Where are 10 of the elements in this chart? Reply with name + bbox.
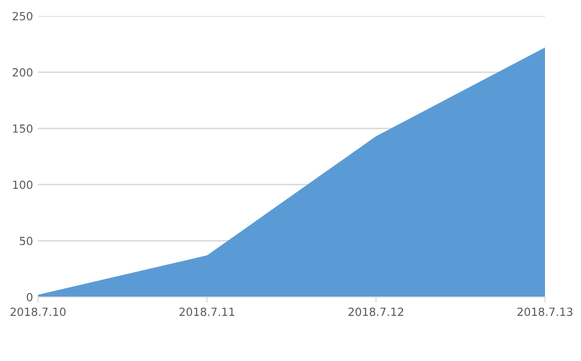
- x-tick-label: 2018.7.10: [10, 308, 66, 316]
- y-tick-label: 100: [13, 180, 32, 189]
- y-tick-label: 150: [13, 124, 32, 133]
- x-tick-label: 2018.7.12: [348, 308, 404, 316]
- y-tick-label: 250: [12, 12, 32, 20]
- x-tick-label: 2018.7.13: [518, 308, 572, 316]
- x-tick-label: 2018.7.11: [180, 308, 234, 316]
- y-tick-label: 200: [12, 68, 32, 77]
- y-tick-label: 0: [26, 292, 32, 302]
- y-tick-label: 50: [20, 236, 32, 246]
